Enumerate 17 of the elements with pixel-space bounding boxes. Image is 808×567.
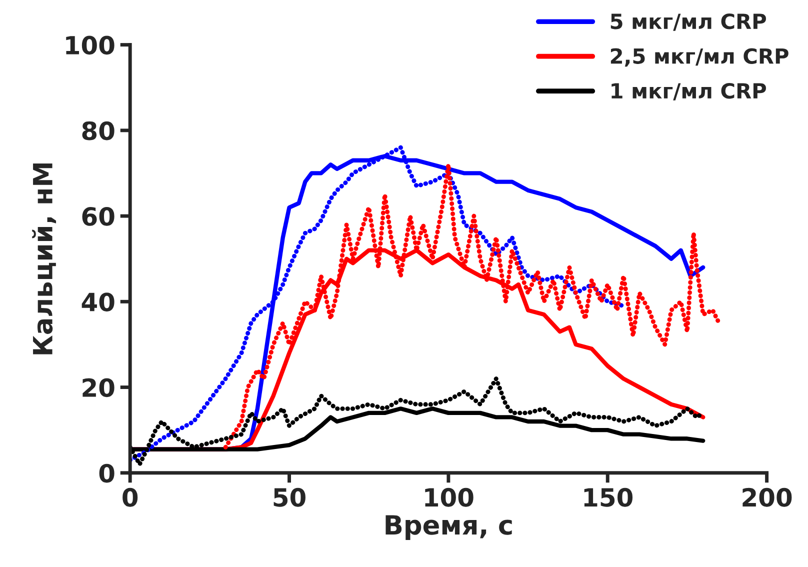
y-tick-label: 0 (99, 464, 114, 483)
x-tick-label: 50 (274, 488, 306, 507)
y-tick-label: 100 (66, 36, 114, 55)
x-tick-label: 150 (584, 488, 633, 507)
y-tick-label: 20 (82, 378, 114, 398)
x-tick-label: 0 (122, 488, 138, 507)
x-tick-label: 200 (742, 488, 792, 507)
x-tick-label: 100 (425, 488, 474, 507)
legend-label: 5 мкг/мл CRP (610, 13, 766, 31)
y-tick-label: 60 (82, 206, 114, 226)
line-series (223, 162, 722, 450)
x-axis-title: Время, с (386, 515, 512, 540)
y-tick-label: 80 (82, 121, 114, 140)
y-axis-title: Кальций, нМ (32, 163, 56, 354)
y-tick-label: 40 (82, 292, 114, 312)
legend-label: 2,5 мкг/мл CRP (610, 48, 788, 67)
legend-label: 1 мкг/мл CRP (612, 82, 766, 100)
